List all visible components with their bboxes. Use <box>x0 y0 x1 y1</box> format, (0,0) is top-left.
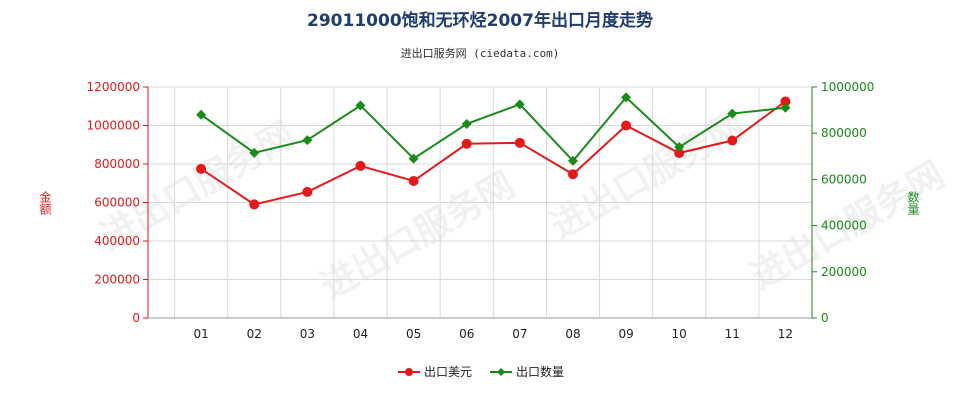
data-point[interactable] <box>408 153 419 164</box>
left-tick-label: 400000 <box>94 234 140 248</box>
left-axis-title: 金额 <box>38 190 52 216</box>
x-tick-label: 06 <box>459 327 474 341</box>
legend-marker <box>497 368 505 376</box>
left-tick-label: 0 <box>132 311 140 325</box>
x-tick-label: 12 <box>778 327 793 341</box>
tick-labels: 0 200000 400000 600000 800000 1000000 1200000 0… <box>87 80 875 341</box>
data-point[interactable] <box>727 135 738 146</box>
right-tick-label: 800000 <box>821 126 867 140</box>
right-tick-label: 600000 <box>821 172 867 186</box>
x-tick-label: 04 <box>353 327 368 341</box>
legend-marker <box>405 368 413 376</box>
data-point[interactable] <box>780 102 791 113</box>
chart-subtitle: 进出口服务网 (ciedata.com) <box>401 46 560 60</box>
series-line <box>200 95 786 163</box>
data-point[interactable] <box>567 155 578 166</box>
data-point[interactable] <box>408 175 419 186</box>
right-tick-label: 400000 <box>821 219 867 233</box>
x-tick-label: 11 <box>725 327 740 341</box>
chart-title: 29011000饱和无环烃2007年出口月度走势 <box>307 10 653 31</box>
data-point[interactable] <box>514 137 525 148</box>
data-point[interactable] <box>567 169 578 180</box>
legend-item[interactable]: 出口美元 <box>398 365 472 379</box>
data-point[interactable] <box>461 138 472 149</box>
series-1 <box>196 96 791 210</box>
data-point[interactable] <box>727 108 738 119</box>
right-tick-label: 200000 <box>821 265 867 279</box>
left-tick-label: 1000000 <box>87 119 140 133</box>
right-tick-label: 1000000 <box>821 80 874 94</box>
legend-item[interactable]: 出口数量 <box>490 364 564 379</box>
x-tick-label: 01 <box>193 327 208 341</box>
left-tick-label: 200000 <box>94 273 140 287</box>
right-tick-label: 0 <box>821 311 829 325</box>
data-point[interactable] <box>355 100 366 111</box>
data-point[interactable] <box>302 186 313 197</box>
data-point[interactable] <box>302 135 313 146</box>
left-tick-label: 800000 <box>94 157 140 171</box>
series-line <box>200 100 787 206</box>
data-point[interactable] <box>674 148 685 159</box>
data-point[interactable] <box>355 160 366 171</box>
data-point[interactable] <box>249 147 260 158</box>
data-point[interactable] <box>514 99 525 110</box>
left-tick-label: 1200000 <box>87 80 140 94</box>
data-point[interactable] <box>249 199 260 210</box>
x-tick-label: 07 <box>512 327 527 341</box>
data-point[interactable] <box>780 96 791 107</box>
x-tick-label: 03 <box>300 327 315 341</box>
legend: 出口美元 出口数量 <box>398 364 564 379</box>
series-2 <box>196 92 791 166</box>
x-tick-label: 05 <box>406 327 421 341</box>
x-tick-label: 10 <box>672 327 687 341</box>
data-point[interactable] <box>674 142 685 153</box>
x-tick-label: 09 <box>618 327 633 341</box>
legend-label: 出口数量 <box>516 364 564 379</box>
right-axis-title: 数量 <box>906 190 920 215</box>
series-layer <box>196 92 791 210</box>
data-point[interactable] <box>196 163 207 174</box>
data-point[interactable] <box>196 109 207 120</box>
data-point[interactable] <box>461 118 472 129</box>
x-tick-label: 02 <box>247 327 262 341</box>
data-point[interactable] <box>621 92 632 103</box>
data-point[interactable] <box>621 120 632 131</box>
watermark-text: 进出口服务网 <box>314 164 522 308</box>
left-tick-label: 600000 <box>94 196 140 210</box>
x-tick-label: 08 <box>565 327 580 341</box>
legend-label: 出口美元 <box>424 365 472 379</box>
